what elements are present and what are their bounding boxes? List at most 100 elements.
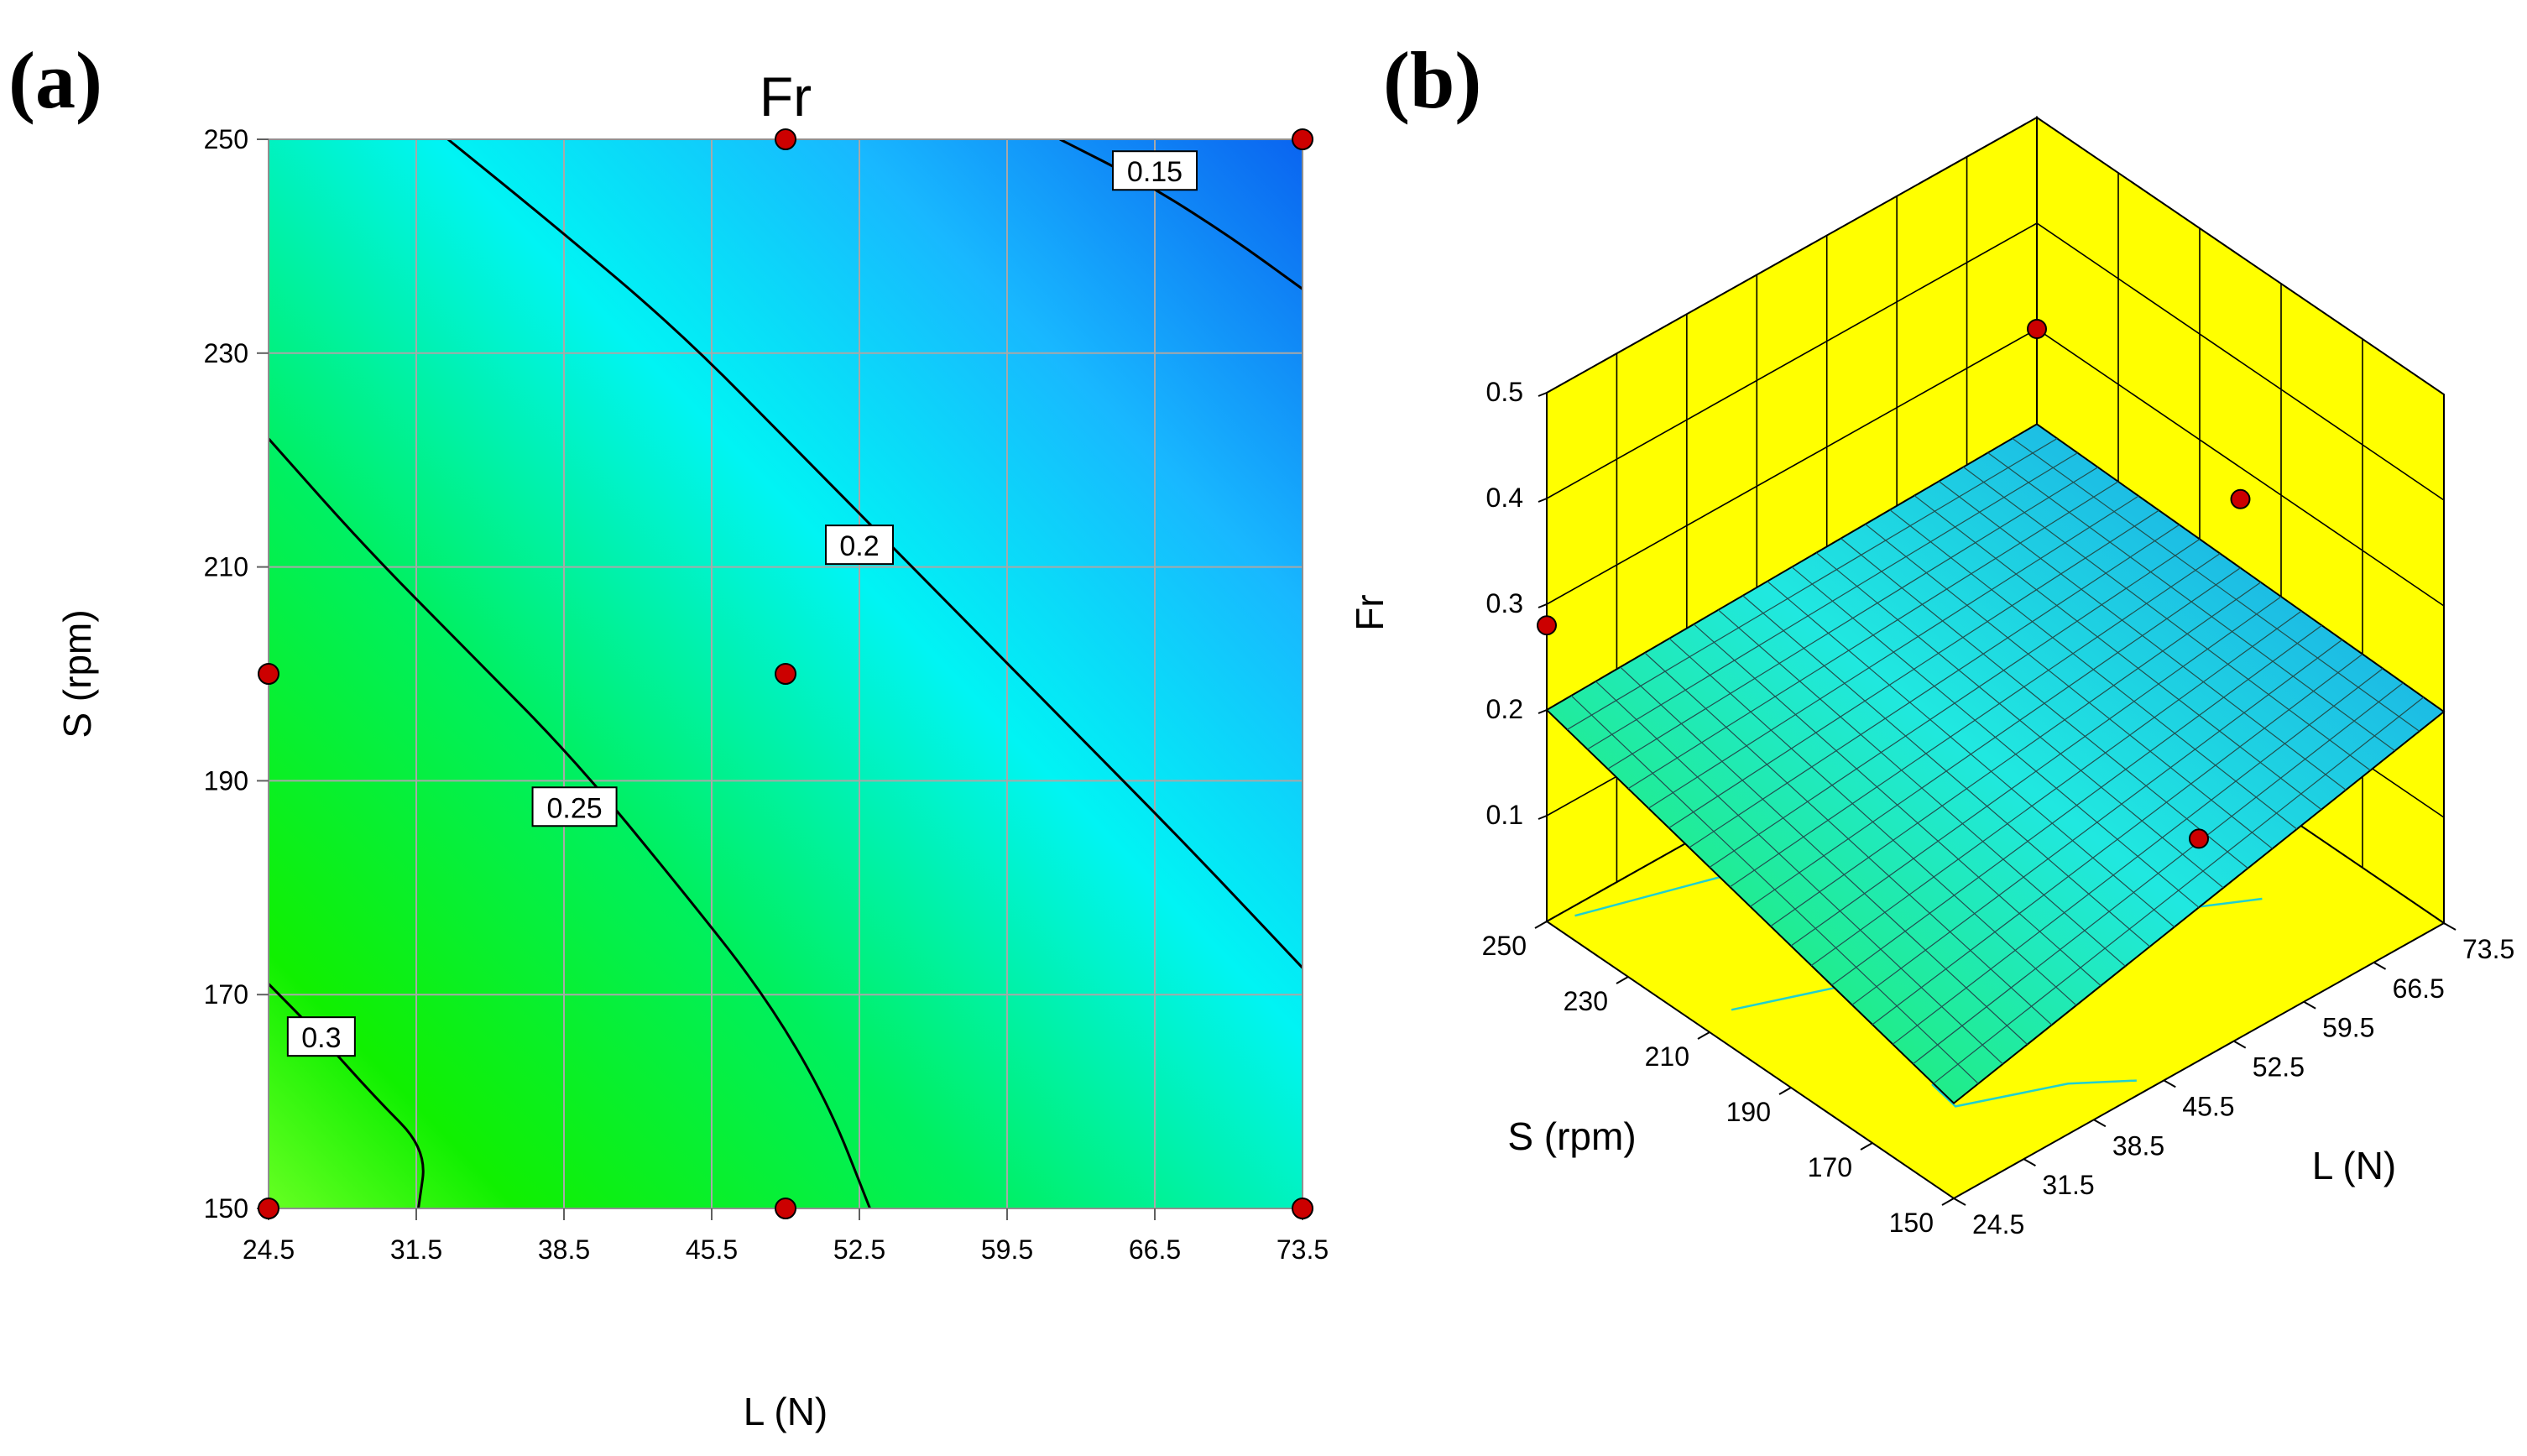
s-tick-label: 150 — [1889, 1208, 1934, 1238]
floor-contour — [1931, 1079, 2137, 1108]
design-point — [1292, 1198, 1313, 1219]
l-tick-label: 45.5 — [2182, 1091, 2234, 1121]
design-point — [2230, 488, 2251, 509]
l-tick-mark — [2233, 1040, 2247, 1049]
y-tick-label: 150 — [204, 1193, 248, 1224]
s-tick-label: 170 — [1808, 1152, 1852, 1182]
l-tick-mark — [2163, 1079, 2176, 1088]
surface-plot: 24.5 31.5 38.5 45.5 52.5 59.5 66.5 73.5 150 170 19… — [1348, 116, 2515, 1239]
design-point — [258, 1198, 279, 1219]
wall-gridline — [1546, 117, 2445, 395]
z-tick-label: 0.5 — [1486, 377, 1523, 407]
z-tick-mark — [1538, 498, 1548, 503]
contour-line — [446, 139, 1303, 969]
s-tick-label: 210 — [1645, 1041, 1689, 1072]
l-tick-label: 73.5 — [2462, 934, 2514, 964]
contour-line — [1059, 139, 1303, 290]
x-tick-label: 45.5 — [686, 1234, 738, 1265]
l-tick-mark — [2443, 922, 2457, 931]
x-tick-labels: 24.5 31.5 38.5 45.5 52.5 59.5 66.5 73.5 — [243, 1208, 1329, 1265]
y-tick-label: 250 — [204, 124, 248, 154]
s-tick-mark — [1534, 921, 1548, 929]
z-tick-label: 0.3 — [1486, 588, 1523, 618]
surface-mesh-line — [1627, 481, 2119, 790]
surface-mesh-line — [1750, 567, 2241, 907]
z-tick-mark — [1538, 815, 1548, 820]
surface-mesh-line — [1815, 552, 2224, 889]
surface-mesh-line — [1668, 509, 2159, 829]
l-tick-label: 24.5 — [1972, 1209, 2024, 1239]
design-point — [1292, 128, 1313, 150]
surface-tick-labels: 24.5 31.5 38.5 45.5 52.5 59.5 66.5 73.5 150 170 19… — [1482, 377, 2515, 1239]
design-points — [258, 128, 1313, 1219]
z-tick-label: 0.4 — [1486, 483, 1523, 513]
l-tick-mark — [1953, 1198, 1966, 1206]
response-surface — [1545, 423, 2446, 1104]
contour-label-box — [531, 786, 618, 827]
surface-mesh-line — [1914, 495, 2322, 811]
surface-mesh-line — [1840, 538, 2248, 869]
surface-patch — [1545, 423, 2446, 1104]
s-axis-title: S (rpm) — [1507, 1114, 1636, 1158]
surface-mesh-line — [1987, 451, 2395, 752]
chart-title: Fr — [760, 65, 812, 128]
s-tick-label: 190 — [1726, 1097, 1771, 1127]
y-tick-labels: 150 170 190 210 230 250 — [204, 124, 269, 1224]
s-tick-mark — [1778, 1087, 1792, 1095]
contour-label-box — [825, 524, 894, 566]
y-tick-label: 170 — [204, 979, 248, 1010]
design-point — [775, 128, 796, 150]
surface-mesh-line — [1566, 438, 2058, 730]
contour-label: 0.2 — [839, 530, 879, 562]
l-tick-mark — [2303, 1000, 2316, 1010]
x-tick-label: 38.5 — [538, 1234, 590, 1265]
contour-label: 0.25 — [546, 792, 602, 824]
l-axis-title: L (N) — [2312, 1144, 2397, 1187]
l-tick-label: 31.5 — [2042, 1170, 2094, 1200]
surface-mesh-line — [1889, 509, 2298, 830]
contour-label-box — [286, 1016, 356, 1057]
panel-label-a: (a) — [8, 35, 102, 125]
l-tick-label: 52.5 — [2253, 1052, 2305, 1083]
z-tick-label: 0.1 — [1486, 800, 1523, 830]
wall-gridline — [1546, 222, 2445, 501]
z-tick-mark — [1538, 392, 1548, 397]
y-tick-label: 210 — [204, 552, 248, 582]
design-point — [1537, 615, 1557, 636]
s-tick-mark — [1941, 1198, 1955, 1206]
design-point — [2027, 319, 2047, 339]
surface-mesh-line — [1607, 467, 2099, 770]
z-tick-mark — [1538, 603, 1548, 608]
l-tick-label: 38.5 — [2112, 1130, 2164, 1161]
surface-mesh-line — [1709, 538, 2201, 868]
panel-label-b: (b) — [1383, 35, 1481, 125]
surface-mesh-line — [1938, 481, 2347, 791]
x-tick-label: 24.5 — [243, 1234, 295, 1265]
contour-line — [269, 437, 871, 1208]
s-tick-mark — [1697, 1031, 1710, 1040]
contour-gridlines — [269, 139, 1303, 1208]
l-tick-label: 59.5 — [2322, 1013, 2374, 1043]
design-point — [775, 663, 796, 685]
l-tick-label: 66.5 — [2393, 973, 2445, 1004]
z-tick-mark — [1538, 709, 1548, 714]
x-tick-label: 59.5 — [981, 1234, 1033, 1265]
surface-mesh-line — [1587, 452, 2078, 750]
y-axis-title: S (rpm) — [55, 609, 99, 738]
design-points-above — [1537, 319, 2251, 849]
contour-label: 0.3 — [301, 1022, 341, 1054]
s-tick-label: 230 — [1564, 986, 1608, 1016]
contour-lines — [269, 139, 1303, 1208]
design-point — [775, 1198, 796, 1219]
s-tick-mark — [1616, 976, 1629, 984]
contour-plot: 24.5 31.5 38.5 45.5 52.5 59.5 66.5 73.5 1501701… — [55, 65, 1329, 1433]
x-tick-label: 73.5 — [1277, 1234, 1329, 1265]
surface-mesh-line — [1689, 524, 2180, 848]
contour-line — [269, 983, 425, 1208]
surface-mesh-line — [1729, 553, 2221, 888]
l-tick-mark — [2023, 1158, 2036, 1167]
x-tick-label: 52.5 — [833, 1234, 885, 1265]
z-axis-title: Fr — [1348, 594, 1391, 630]
y-tick-label: 190 — [204, 765, 248, 796]
